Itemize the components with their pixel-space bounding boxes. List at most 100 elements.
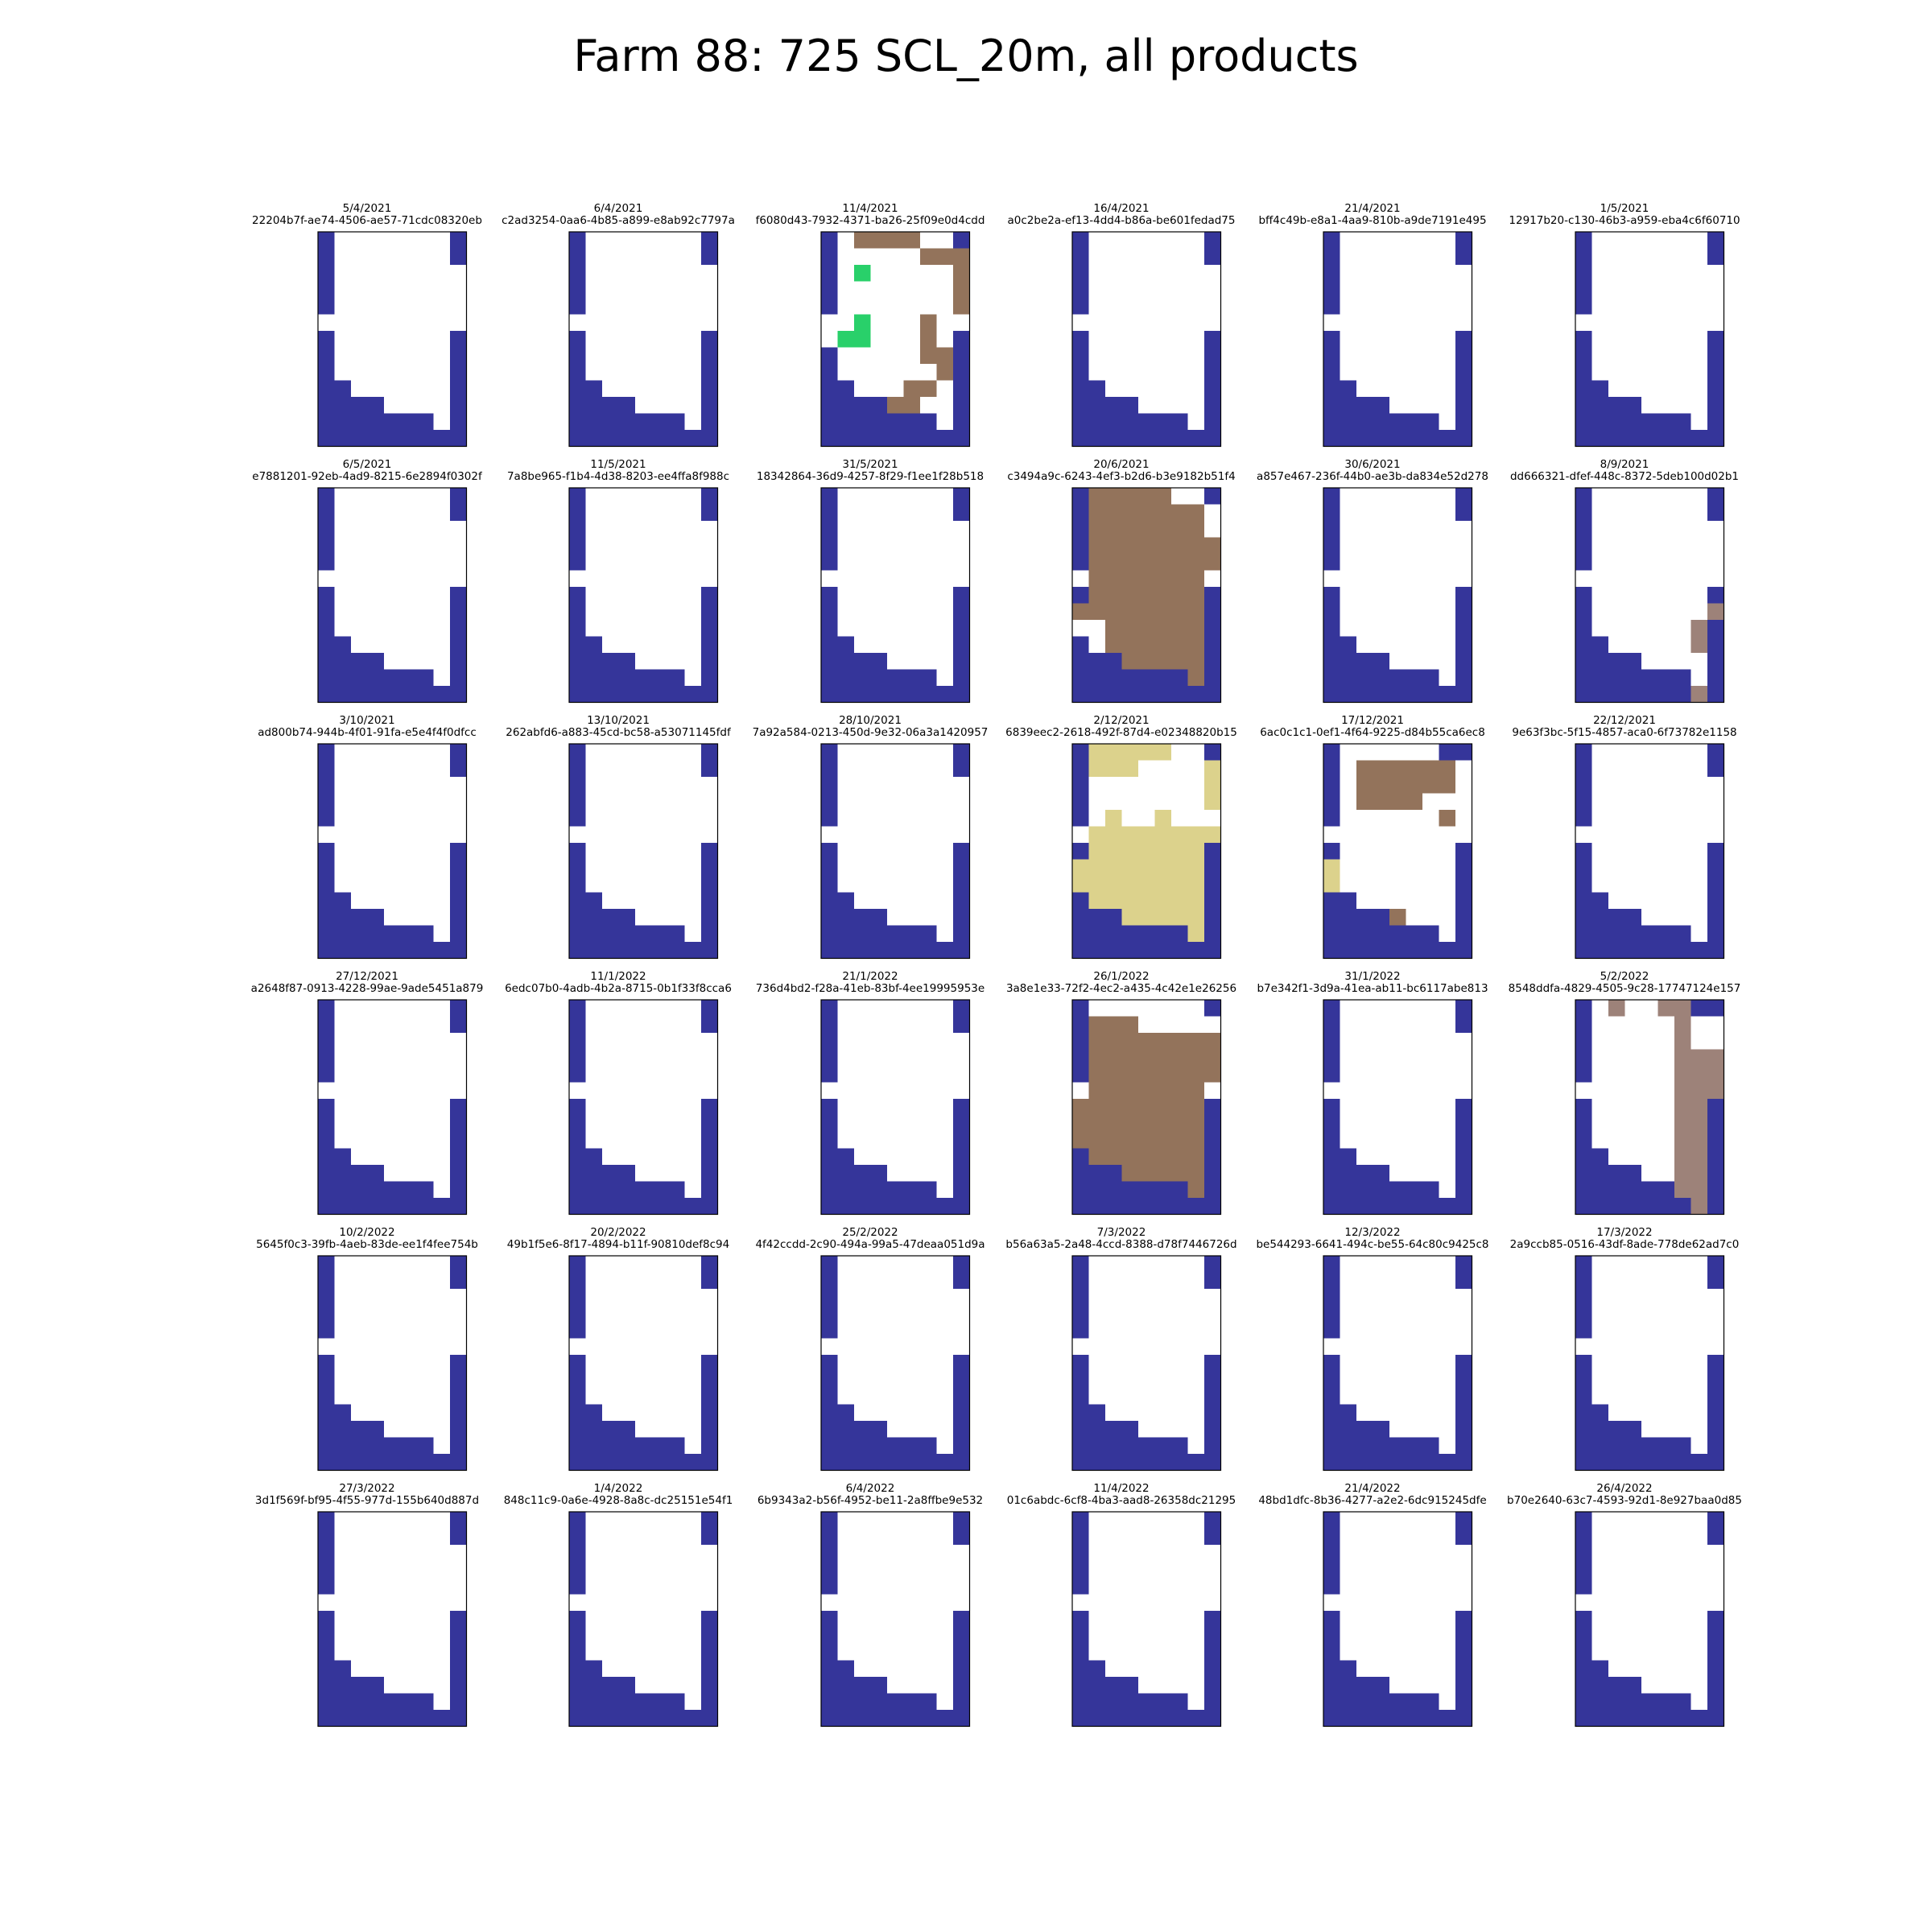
scl-cell: [1406, 1272, 1423, 1290]
scl-cell: [1204, 1611, 1221, 1628]
scl-cell: [618, 1305, 636, 1323]
scl-cell: [1707, 1148, 1724, 1166]
panel-date: 11/4/2021: [842, 202, 898, 215]
scl-cell: [668, 587, 685, 604]
scl-cell: [334, 826, 352, 844]
scl-cell: [887, 1322, 904, 1339]
scl-cell: [668, 1355, 685, 1372]
scl-cell: [1204, 843, 1221, 860]
scl-cell: [837, 380, 855, 398]
scl-cell: [701, 1437, 718, 1455]
scl-cell: [668, 1322, 685, 1339]
scl-cell: [1187, 686, 1205, 703]
scl-cell: [701, 1338, 718, 1356]
scl-cell: [684, 1272, 702, 1290]
scl-cell: [1575, 1545, 1592, 1562]
panel-date: 21/1/2022: [842, 970, 898, 983]
scl-cell: [870, 636, 888, 654]
scl-cell: [400, 1099, 418, 1116]
scl-cell: [367, 826, 385, 844]
scl-cell: [1389, 1165, 1406, 1182]
scl-cell: [651, 620, 669, 637]
scl-cell: [1072, 430, 1089, 447]
scl-cell: [903, 364, 921, 381]
scl-cell: [684, 1305, 702, 1323]
scl-cell: [569, 1454, 586, 1471]
scl-cell: [569, 1049, 586, 1067]
scl-cell: [1707, 1545, 1724, 1562]
scl-cell: [400, 364, 418, 381]
scl-cell: [1624, 587, 1642, 604]
scl-cell: [1575, 1198, 1592, 1215]
scl-cell: [400, 1148, 418, 1166]
scl-cell: [1439, 843, 1456, 860]
scl-cell: [1707, 1710, 1724, 1727]
scl-cell: [1323, 793, 1340, 811]
scl-cell: [1072, 1338, 1089, 1356]
scl-cell: [1323, 413, 1340, 431]
scl-cell: [1389, 537, 1406, 555]
scl-cell: [1575, 686, 1592, 703]
scl-cell: [1323, 521, 1340, 538]
scl-map: [820, 999, 971, 1216]
scl-cell: [585, 1644, 603, 1661]
scl-cell: [351, 1627, 368, 1645]
scl-cell: [1072, 1693, 1089, 1711]
scl-cell: [417, 281, 434, 299]
scl-panel: 27/3/2022 3d1f569f-bf95-4f55-977d-155b640…: [242, 1483, 493, 1728]
scl-cell: [887, 942, 904, 959]
scl-cell: [1641, 1693, 1658, 1711]
scl-cell: [1072, 1256, 1089, 1273]
scl-cell: [1608, 314, 1625, 332]
scl-cell: [417, 1338, 434, 1356]
scl-cell: [367, 1000, 385, 1017]
scl-cell: [351, 876, 368, 893]
scl-cell: [433, 669, 451, 687]
scl-cell: [684, 1512, 702, 1529]
scl-cell: [318, 1049, 335, 1067]
scl-cell: [701, 1677, 718, 1694]
scl-cell: [1591, 1198, 1609, 1215]
scl-cell: [351, 488, 368, 505]
scl-cell: [837, 554, 855, 571]
scl-cell: [668, 1421, 685, 1438]
scl-cell: [684, 1388, 702, 1405]
scl-cell: [334, 248, 352, 266]
scl-cell: [1422, 686, 1439, 703]
scl-cell: [602, 810, 619, 827]
scl-cell: [1641, 1561, 1658, 1579]
scl-cell: [569, 1611, 586, 1628]
scl-cell: [651, 281, 669, 299]
scl-cell: [417, 554, 434, 571]
scl-cell: [1591, 760, 1609, 778]
scl-cell: [334, 925, 352, 943]
scl-cell: [870, 1338, 888, 1356]
scl-cell: [953, 859, 970, 877]
scl-cell: [854, 1421, 871, 1438]
scl-cell: [635, 1644, 652, 1661]
scl-cell: [1674, 653, 1691, 670]
scl-cell: [1340, 843, 1357, 860]
scl-cell: [903, 587, 921, 604]
scl-cell: [384, 1148, 401, 1166]
scl-cell: [1373, 1322, 1390, 1339]
scl-cell: [585, 364, 603, 381]
scl-cell: [417, 942, 434, 959]
scl-cell: [837, 1693, 855, 1711]
scl-cell: [1707, 942, 1724, 959]
scl-cell: [870, 892, 888, 910]
scl-cell: [1690, 1454, 1708, 1471]
scl-cell: [920, 810, 937, 827]
scl-cell: [1690, 1165, 1708, 1182]
scl-cell: [1439, 397, 1456, 414]
scl-cell: [854, 430, 871, 447]
scl-cell: [1439, 636, 1456, 654]
scl-cell: [1154, 380, 1172, 398]
scl-cell: [450, 1049, 467, 1067]
scl-cell: [1608, 1132, 1625, 1149]
scl-cell: [433, 1561, 451, 1579]
scl-cell: [1657, 636, 1675, 654]
scl-cell: [837, 1594, 855, 1612]
scl-cell: [400, 1198, 418, 1215]
scl-cell: [1455, 587, 1472, 604]
